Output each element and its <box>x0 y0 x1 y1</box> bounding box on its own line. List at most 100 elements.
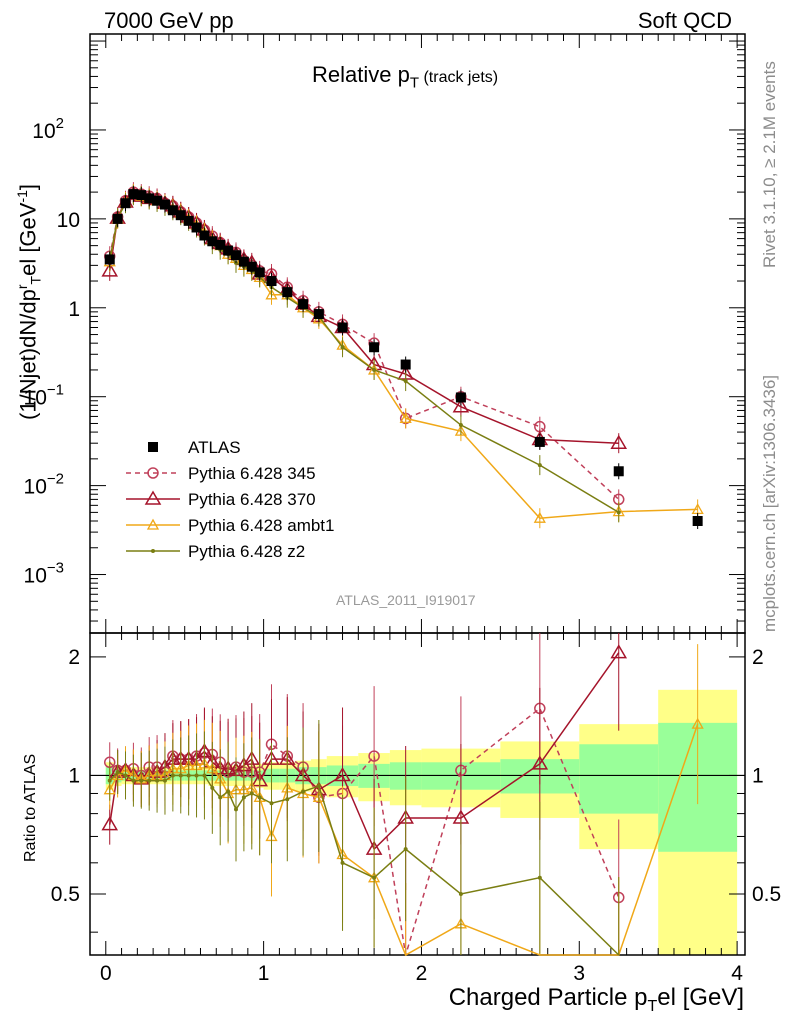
x-axis-label-main: Charged Particle p <box>448 984 648 1011</box>
ratio-data-point <box>178 773 183 778</box>
atlas-data-point <box>136 190 147 201</box>
y-tick-label: 10−3 <box>24 560 64 588</box>
x-tick-label: 3 <box>573 962 585 985</box>
atlas-data-point <box>613 466 624 477</box>
atlas-data-point <box>337 322 348 333</box>
atlas-data-point <box>230 250 241 261</box>
analysis-watermark: ATLAS_2011_I919017 <box>336 592 476 608</box>
atlas-data-point <box>144 193 155 204</box>
ratio-data-point <box>269 801 274 806</box>
data-point <box>340 345 345 350</box>
atlas-data-point <box>246 261 257 272</box>
atlas-data-point <box>223 245 234 256</box>
atlas-data-point <box>692 515 703 526</box>
atlas-data-point <box>400 359 411 370</box>
atlas-data-point <box>313 309 324 320</box>
atlas-data-point <box>167 205 178 216</box>
ratio-data-point <box>170 773 175 778</box>
atlas-data-point <box>104 254 115 265</box>
ratio-data-point <box>340 860 345 865</box>
ratio-data-point <box>368 750 380 762</box>
x-tick-label: 4 <box>731 962 743 985</box>
atlas-data-point <box>128 189 139 200</box>
data-point <box>533 511 546 523</box>
category-label: Soft QCD <box>637 8 732 33</box>
ratio-tick-label-right: 1 <box>752 764 764 787</box>
atlas-data-point <box>254 267 265 278</box>
atlas-data-point <box>152 195 163 206</box>
ratio-data-point <box>123 773 128 778</box>
legend-marker <box>146 518 160 530</box>
legend-marker <box>148 442 158 452</box>
legend-entry: ATLAS <box>188 438 241 457</box>
ratio-data-point <box>210 785 215 790</box>
ratio-data-point <box>107 778 112 783</box>
atlas-data-point <box>282 287 293 298</box>
atlas-data-point <box>159 199 170 210</box>
plot-title-sub: T <box>409 74 420 92</box>
ratio-data-point <box>115 770 120 775</box>
legend-entry: Pythia 6.428 ambt1 <box>188 516 334 535</box>
atlas-data-point <box>207 236 218 247</box>
atlas-data-point <box>183 215 194 226</box>
plot-title-main: Relative p <box>312 62 410 87</box>
ratio-data-point <box>403 847 408 852</box>
ratio-data-point <box>233 807 238 812</box>
ratio-data-point <box>537 875 542 880</box>
x-axis-label: Charged Particle pTel [GeV] <box>449 984 744 1016</box>
series-line <box>108 193 619 444</box>
ratio-data-point <box>691 717 704 729</box>
data-point <box>610 434 628 449</box>
ratio-data-point <box>101 816 119 831</box>
ratio-band-inner <box>579 744 659 814</box>
atlas-data-point <box>266 276 277 287</box>
ratio-data-point <box>155 778 160 783</box>
atlas-data-point <box>120 198 131 209</box>
data-point <box>452 398 470 413</box>
data-point <box>265 288 278 300</box>
series-line <box>108 191 620 500</box>
legend-entry: Pythia 6.428 370 <box>188 490 316 509</box>
collision-label: 7000 GeV pp <box>104 8 234 33</box>
ratio-data-point <box>162 778 167 783</box>
ratio-data-point <box>249 791 254 796</box>
data-point <box>101 262 119 277</box>
y-tick-label: 10 <box>57 209 80 232</box>
ratio-tick-label-left: 1 <box>68 764 80 787</box>
atlas-data-point <box>175 210 186 221</box>
ratio-data-point <box>186 773 191 778</box>
ratio-data-point <box>285 797 290 802</box>
atlas-data-point <box>298 299 309 310</box>
data-point <box>454 424 468 436</box>
y-tick-label: 10−2 <box>24 471 64 499</box>
ratio-data-point <box>458 891 463 896</box>
ratio-data-point <box>147 778 152 783</box>
ratio-data-point <box>531 755 549 770</box>
ratio-tick-label-right: 2 <box>752 646 764 669</box>
x-axis-label-sub: T <box>647 997 658 1015</box>
ratio-data-point <box>257 795 262 800</box>
ratio-tick-label-left: 2 <box>68 646 80 669</box>
atlas-data-point <box>369 342 380 353</box>
plot-title: Relative pT (track jets) <box>312 62 498 91</box>
y-tick-label: 1 <box>68 298 80 321</box>
atlas-data-point <box>191 222 202 233</box>
ratio-data-point <box>241 795 246 800</box>
atlas-data-point <box>112 213 123 224</box>
ratio-data-point <box>316 784 321 789</box>
x-tick-label: 2 <box>416 962 428 985</box>
legend-entry: Pythia 6.428 z2 <box>188 542 305 561</box>
ratio-tick-label-left: 0.5 <box>51 883 80 906</box>
data-point <box>458 423 463 428</box>
ratio-data-point <box>131 778 136 783</box>
ratio-plot-frame <box>89 632 746 956</box>
atlas-data-point <box>534 436 545 447</box>
ratio-data-point <box>610 644 628 659</box>
legend-marker <box>144 490 162 505</box>
data-point <box>616 510 621 515</box>
atlas-data-point <box>238 256 249 267</box>
legend-entry: Pythia 6.428 345 <box>188 464 316 483</box>
ratio-data-point <box>334 766 351 782</box>
atlas-data-point <box>199 230 210 241</box>
